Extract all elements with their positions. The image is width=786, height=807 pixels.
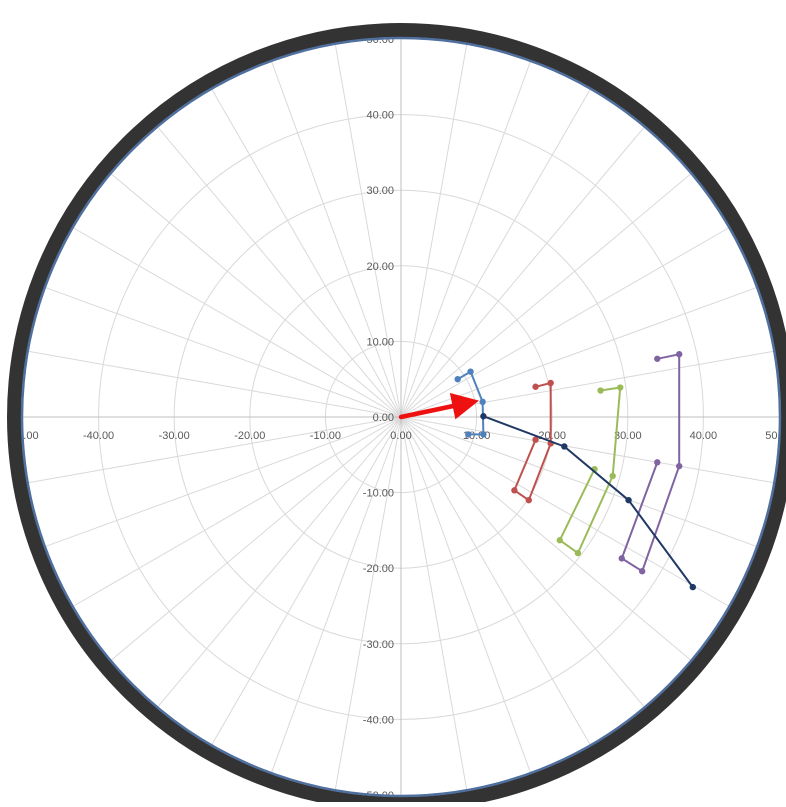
series-5-point [689, 583, 697, 591]
series-4-point [618, 555, 625, 562]
series-1-point [467, 368, 474, 375]
x-tick-label: 20.00 [538, 430, 566, 442]
x-tick-label: 50.00 [765, 430, 786, 442]
series-2-point [532, 383, 539, 390]
series-5-point [480, 413, 487, 420]
series-2-point [511, 487, 518, 494]
series-1-point [479, 398, 486, 406]
series-4-point [676, 351, 683, 358]
series-1-point [465, 431, 472, 438]
grid-spoke [157, 127, 402, 418]
grid-spoke [111, 416, 402, 661]
series-3-point [597, 387, 604, 394]
grid-spoke [400, 416, 691, 661]
x-tick-label: -30.00 [159, 430, 190, 442]
y-tick-label: -40.00 [363, 714, 394, 726]
direction-arrow [398, 392, 479, 420]
series-3-point [617, 384, 624, 391]
grid-spoke [400, 89, 591, 418]
series-5-line [483, 415, 694, 588]
series-4-point [676, 462, 683, 470]
grid-spoke [28, 416, 402, 484]
inner-ring [20, 36, 782, 798]
y-tick-label: 40.00 [366, 110, 394, 122]
series-4-point [654, 355, 661, 362]
x-tick-label: 40.00 [690, 430, 718, 442]
series-3-line [558, 386, 622, 555]
series-2-point [547, 379, 554, 387]
grid-spoke [111, 173, 402, 418]
y-tick-label: 50.00 [366, 34, 394, 46]
grid-spoke [400, 416, 645, 707]
x-tick-label: -40.00 [83, 430, 114, 442]
grid-spoke [45, 287, 402, 418]
x-tick-label: 0.00 [390, 430, 411, 442]
grid-spoke [400, 127, 645, 418]
grid-spoke [271, 61, 402, 418]
y-tick-label: -20.00 [363, 563, 394, 575]
grid-spoke [400, 416, 774, 484]
series-1-point [454, 376, 461, 383]
grid-spoke [400, 227, 729, 418]
grid-spoke [400, 416, 591, 745]
y-tick-label: 20.00 [366, 261, 394, 273]
grid-spoke [45, 416, 402, 547]
grid-spoke [211, 89, 402, 418]
grid-spoke [400, 61, 531, 418]
series-3-point [574, 549, 582, 557]
series-4-point [638, 568, 646, 575]
grid-spoke [400, 416, 729, 607]
grid-spoke [400, 44, 468, 418]
series-2-point [525, 496, 532, 504]
series-5-point [625, 496, 632, 504]
grid-spoke [334, 416, 402, 790]
grid-spoke [400, 173, 691, 418]
series-5-point [561, 443, 568, 450]
grid-spoke [271, 416, 402, 773]
series-3-point [609, 472, 616, 480]
x-tick-label: -20.00 [234, 430, 265, 442]
grid-spoke [334, 44, 402, 418]
series-1-point [480, 431, 487, 438]
series-3-point [556, 537, 563, 544]
y-tick-label: 0.00 [373, 412, 394, 424]
y-tick-label: -10.00 [363, 488, 394, 500]
series-2-point [532, 436, 539, 443]
y-tick-label: 30.00 [366, 185, 394, 197]
grid-spoke [157, 416, 402, 707]
x-tick-label: -50.00 [7, 430, 38, 442]
grid-spoke [400, 416, 757, 547]
grid-spoke [73, 416, 402, 607]
grid-spoke [28, 350, 402, 418]
series-4-line [620, 353, 681, 573]
grid-spoke [211, 416, 402, 745]
grid-spoke [400, 416, 531, 773]
y-tick-label: 10.00 [366, 336, 394, 348]
grid-spoke [73, 227, 402, 418]
y-tick-label: -30.00 [363, 639, 394, 651]
series-4-point [654, 459, 661, 466]
y-tick-label: -50.00 [363, 790, 394, 802]
x-tick-label: -10.00 [310, 430, 341, 442]
x-tick-label: 30.00 [614, 430, 642, 442]
grid-spoke [400, 416, 468, 790]
